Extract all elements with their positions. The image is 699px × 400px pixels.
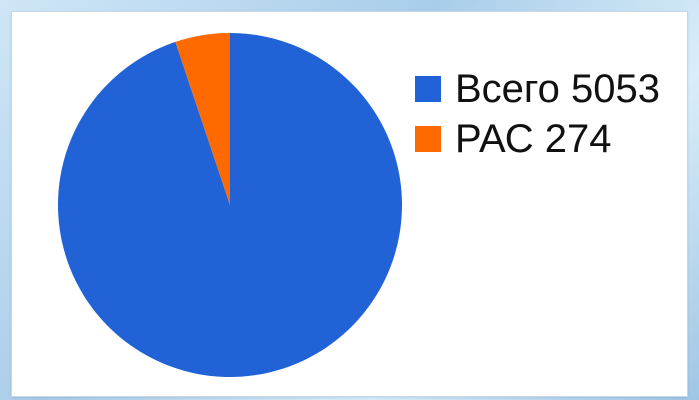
pie-slice-ras: [175, 33, 230, 205]
pie-slice-vsego: [58, 33, 403, 377]
legend-label-vsego: Всего 5053: [455, 67, 660, 111]
pie-chart: [58, 33, 403, 377]
legend-item-ras: РАС 274: [415, 114, 660, 164]
legend-item-vsego: Всего 5053: [415, 64, 660, 114]
legend-swatch-vsego: [415, 76, 441, 102]
legend: Всего 5053 РАС 274: [415, 64, 660, 164]
legend-swatch-ras: [415, 126, 441, 152]
legend-label-ras: РАС 274: [455, 117, 612, 161]
chart-frame: Всего 5053 РАС 274: [12, 12, 687, 396]
